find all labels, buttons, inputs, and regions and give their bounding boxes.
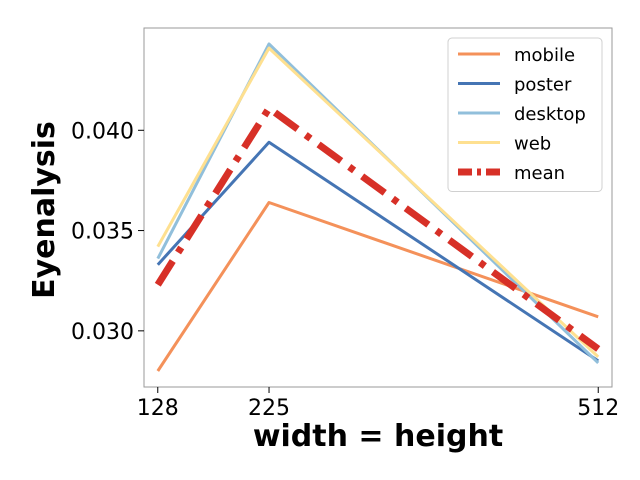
legend-label-desktop: desktop [514, 104, 586, 125]
x-axis-title: width = height [253, 419, 503, 454]
x-tick-label: 128 [137, 396, 179, 421]
x-tick-label: 225 [248, 396, 290, 421]
series-line-mean [154, 104, 601, 352]
series-line-mobile [156, 201, 599, 372]
plot-area-frame [143, 27, 613, 388]
y-tick-label: 0.040 [71, 119, 134, 144]
y-tick-label: 0.035 [71, 220, 134, 245]
legend-label-web: web [514, 134, 551, 155]
y-tick-label: 0.030 [71, 320, 134, 345]
series-line-desktop [156, 42, 600, 364]
y-axis-title: Eyenalysis [27, 121, 62, 299]
legend-label-mean: mean [514, 163, 565, 184]
legend-label-mobile: mobile [514, 45, 575, 66]
legend: mobile poster desktop web mean [447, 37, 603, 192]
legend-label-poster: poster [514, 75, 572, 96]
x-tick-label: 512 [577, 396, 619, 421]
legend-box [447, 37, 603, 192]
series-line-web [156, 46, 600, 358]
